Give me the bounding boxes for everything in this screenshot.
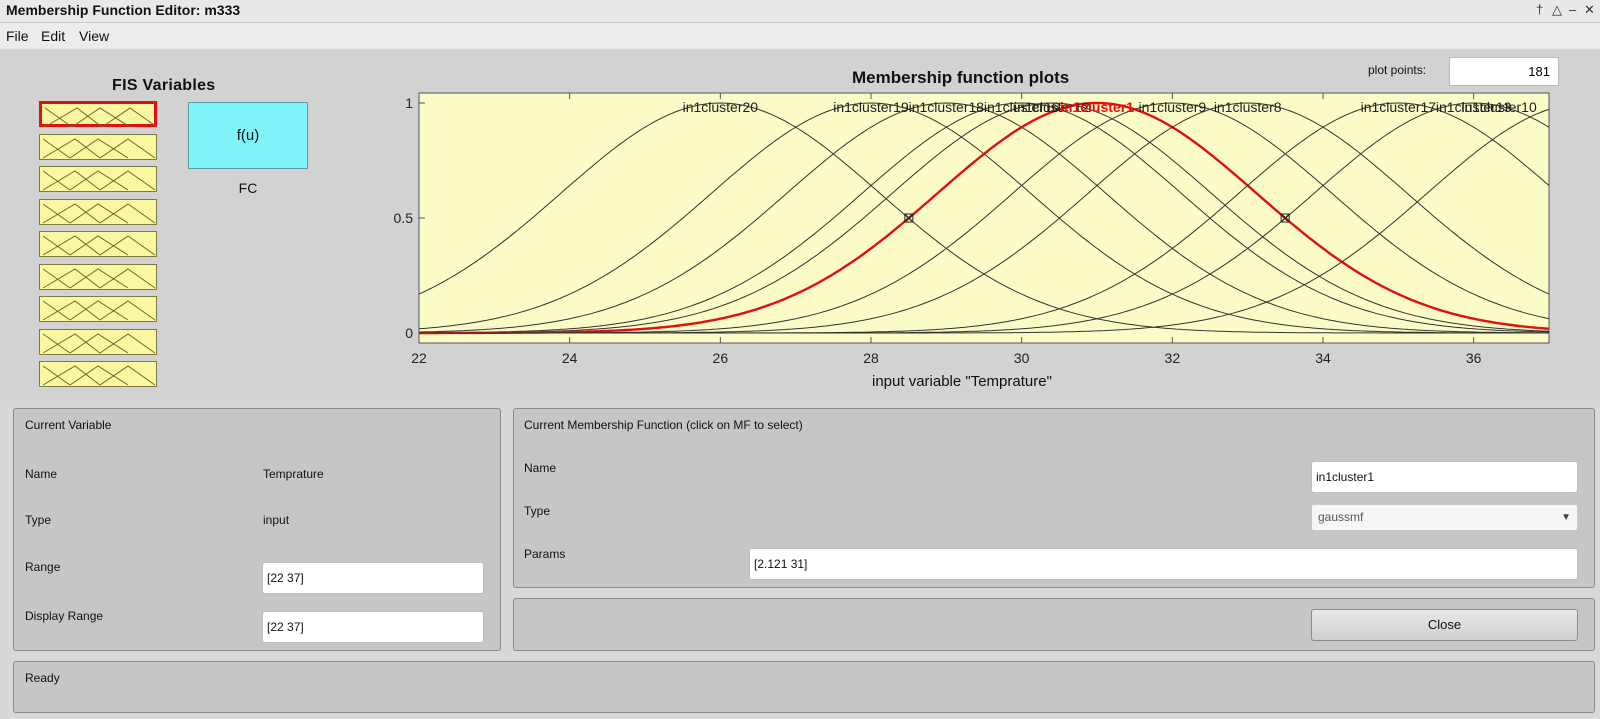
mf-handle xyxy=(904,213,914,223)
mf-label: in1cluster20 xyxy=(683,99,759,115)
x-tick-label: 24 xyxy=(562,350,578,366)
x-tick-label: 28 xyxy=(863,350,879,366)
x-tick-label: 34 xyxy=(1315,350,1331,366)
type-label: Type xyxy=(25,513,52,527)
mf-type-select[interactable]: gaussmf ▼ xyxy=(1311,504,1578,531)
x-tick-label: 30 xyxy=(1014,350,1030,366)
mf-shape-icon xyxy=(42,267,156,288)
mf-label: in1cluster17 xyxy=(1361,99,1437,115)
mf-label: in1cluster1 xyxy=(1060,99,1134,115)
mf-name-input[interactable]: in1cluster1 xyxy=(1311,461,1578,493)
window-title: Membership Function Editor: m333 xyxy=(6,2,241,18)
mf-curve-in1cluster16 xyxy=(419,102,1550,334)
close-button[interactable]: Close xyxy=(1311,609,1578,641)
plot-title: Membership function plots xyxy=(852,68,1070,87)
mf-type-label: Type xyxy=(524,504,551,518)
range-input[interactable]: [22 37] xyxy=(262,562,484,594)
title-bar: Membership Function Editor: m333 † △ – ✕ xyxy=(0,0,1600,23)
output-variable-box[interactable]: f(u) xyxy=(188,102,308,169)
mf-shape-icon xyxy=(42,202,156,223)
close-window-icon[interactable]: ✕ xyxy=(1584,2,1595,17)
mf-shape-icon xyxy=(42,170,156,191)
input-variable-box[interactable] xyxy=(39,296,157,322)
y-tick-label: 0 xyxy=(405,325,413,341)
output-function-label: f(u) xyxy=(236,127,260,144)
plot-points-label: plot points: xyxy=(1368,63,1427,77)
maximize-icon[interactable]: △ xyxy=(1552,2,1562,17)
mf-handle-cross xyxy=(1280,213,1290,223)
menu-file[interactable]: File xyxy=(6,28,29,44)
current-mf-heading: Current Membership Function (click on MF… xyxy=(524,418,803,432)
menu-bar: File Edit View xyxy=(0,23,1600,49)
input-variable-box[interactable] xyxy=(39,198,157,225)
close-panel: Close xyxy=(513,598,1595,651)
mf-label: in1cluster10 xyxy=(1461,99,1537,115)
y-tick-label: 0.5 xyxy=(394,210,414,226)
dropdown-arrow-icon: ▼ xyxy=(1561,512,1571,523)
x-tick-label: 22 xyxy=(411,350,427,366)
x-tick-label: 26 xyxy=(713,350,729,366)
current-variable-heading: Current Variable xyxy=(25,418,112,432)
mf-shape-icon xyxy=(42,137,156,158)
mf-type-value: gaussmf xyxy=(1318,510,1364,524)
mf-handle xyxy=(1280,213,1290,223)
mf-label: in1cluster9 xyxy=(1138,99,1206,115)
x-tick-label: 32 xyxy=(1165,350,1181,366)
mf-label: in1cluster16 xyxy=(984,99,1060,115)
mf-handle-cross xyxy=(904,213,914,223)
input-variable-box[interactable] xyxy=(39,101,158,128)
mf-shape-icon xyxy=(42,300,156,321)
mf-label: in1cluster19 xyxy=(833,99,909,115)
mf-params-label: Params xyxy=(524,547,566,561)
input-variable-box[interactable] xyxy=(39,361,157,387)
mf-label: in1cluster18 xyxy=(909,99,985,115)
variable-name-value: Temprature xyxy=(263,467,324,481)
fis-variables-title: FIS Variables xyxy=(112,77,216,94)
variable-type-value: input xyxy=(263,513,290,527)
status-panel: Ready xyxy=(13,661,1595,713)
current-mf-panel: Current Membership Function (click on MF… xyxy=(513,408,1595,588)
input-variable-box[interactable] xyxy=(39,133,157,160)
x-tick-label: 36 xyxy=(1466,350,1482,366)
x-axis-label: input variable "Temprature" xyxy=(872,373,1052,390)
input-variable-box[interactable] xyxy=(39,231,157,257)
current-variable-panel: Current Variable Name Temprature Type in… xyxy=(13,408,501,651)
mf-shape-icon xyxy=(42,332,156,353)
y-tick-label: 1 xyxy=(405,95,413,111)
input-variable-box[interactable] xyxy=(39,328,157,355)
mf-curve-in1cluster12 xyxy=(419,102,1550,334)
input-variable-box[interactable] xyxy=(39,263,157,290)
mf-params-input[interactable]: [2.121 31] xyxy=(749,548,1578,580)
mf-name-label: Name xyxy=(524,461,557,475)
mf-curve-in1cluster10 xyxy=(419,108,1550,334)
minimize-icon[interactable]: – xyxy=(1569,2,1577,17)
name-label: Name xyxy=(25,467,58,481)
output-variable-name: FC xyxy=(238,180,258,196)
display-range-label: Display Range xyxy=(25,609,104,623)
mf-label: in1cluster8 xyxy=(1214,99,1282,115)
mf-curve-in1cluster1 xyxy=(419,101,1550,335)
input-variable-box[interactable] xyxy=(39,166,157,192)
mf-shape-icon xyxy=(44,107,158,128)
membership-function-plot[interactable]: 22 24 26 28 30 32 34 36 0 0.5 1 in1cluster20 in1clus… xyxy=(386,88,1556,378)
mf-label: in1cluster12 xyxy=(1014,99,1090,115)
range-label: Range xyxy=(25,560,61,574)
mf-shape-icon xyxy=(42,365,156,386)
display-range-input[interactable]: [22 37] xyxy=(262,611,484,643)
mf-label: in1cluster13 xyxy=(1436,99,1512,115)
mf-shape-icon xyxy=(42,235,156,256)
status-text: Ready xyxy=(25,671,60,685)
pin-icon[interactable]: † xyxy=(1536,2,1544,17)
menu-edit[interactable]: Edit xyxy=(41,28,66,44)
menu-view[interactable]: View xyxy=(79,28,110,44)
plot-points-input[interactable] xyxy=(1449,57,1559,86)
